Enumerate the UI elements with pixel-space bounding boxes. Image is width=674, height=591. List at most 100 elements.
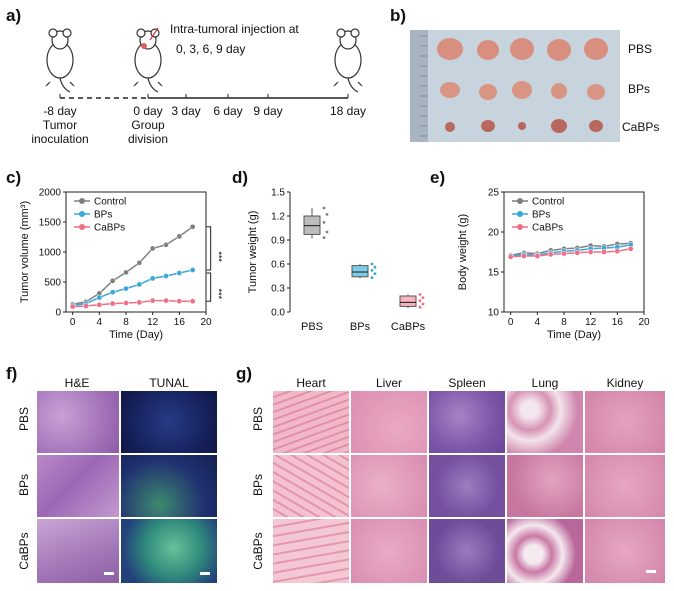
x-tick-label: 4 [97,317,103,328]
panel-e-label: e) [430,168,446,187]
liver-image-cabps [350,518,428,584]
liver-image-pbs [350,390,428,454]
data-point [370,269,374,272]
organ-column-header: Liver [375,376,402,390]
data-point [507,253,514,260]
x-tick-label: PBS [301,321,323,333]
data-point [547,251,554,258]
y-tick-label: 20 [488,228,500,239]
data-point [176,270,183,276]
data-point [627,245,634,252]
series-line [510,244,631,257]
panel-a-timeline [45,27,363,99]
data-point [561,250,567,257]
organ-row-label: BPs [251,474,265,497]
legend-swatch [517,211,523,217]
timeline-tick-label: 0 day [133,104,163,118]
data-point [601,249,607,255]
injection-note-line1: Intra-tumoral injection at [170,22,299,36]
he-image-pbs [36,390,120,454]
data-point [83,303,89,309]
y-tick-label: 0.6 [271,260,285,271]
x-tick-label: 16 [174,317,186,328]
data-point [96,294,103,301]
series-line [510,248,631,258]
data-point [614,248,621,255]
data-point [136,299,143,306]
significance-label: *** [214,289,224,300]
organ-row-label: PBS [251,407,265,432]
x-tick-label: 8 [561,317,567,328]
data-point [418,293,422,296]
y-tick-label: 0 [55,308,61,319]
mouse-icon [133,27,163,93]
data-point [163,297,169,304]
data-point [322,221,326,224]
x-axis-label: Time (Day) [547,329,601,341]
data-point [322,206,326,210]
y-tick-label: 1000 [39,248,62,259]
legend-label: Control [532,197,564,208]
data-point [421,302,425,306]
data-point [176,233,183,240]
data-point [325,230,329,234]
significance-bracket [206,226,212,271]
data-point [587,249,594,255]
x-tick-label: 12 [585,317,597,328]
heart-image-bps [272,454,350,518]
significance-bracket [206,272,212,302]
data-point [136,281,143,288]
data-point [370,262,374,266]
data-point [418,305,422,309]
data-point [373,272,377,275]
legend-swatch [79,198,85,204]
x-tick-label: 0 [508,317,514,328]
data-point [109,289,116,296]
histology-row-label: PBS [17,407,31,432]
panel-f-label: f) [6,364,18,383]
y-tick-label: 15 [488,268,500,279]
y-axis-label: Tumor volume (mm³) [19,201,31,303]
tumor-photo [410,30,620,142]
data-point [109,300,116,307]
scale-bar [646,570,656,573]
panel-c-label: c) [6,168,22,187]
data-point [149,275,156,282]
histology-row-label: BPs [17,474,31,497]
data-point [69,303,76,310]
panel-d-label: d) [232,168,249,187]
data-point [163,273,169,279]
panel-b-label: b) [390,6,407,25]
lung-image-bps [506,454,584,518]
data-point [370,276,374,279]
panel-a-label: a) [6,6,22,25]
legend-label: BPs [532,210,550,221]
data-point [136,259,143,266]
y-tick-label: 0.9 [271,236,285,247]
tumor-volume-chart: 0 4 8 12 16 20 0 500 1000 1500 2000 Time (Day) Tumor… [19,188,224,342]
organ-row-label: CaBPs [251,532,265,570]
he-image-bps [36,454,120,518]
photo-row-label: BPs [628,82,651,96]
timeline-tick-label: 3 day [171,104,201,118]
y-tick-label: 1500 [39,218,62,229]
box [399,295,417,307]
timeline-tick-label: 9 day [253,104,283,118]
legend-label: Control [94,197,126,208]
spleen-image-cabps [428,518,506,584]
timeline-tick-label: 18 day [329,104,367,118]
lung-image-pbs [506,390,584,454]
data-point [418,299,422,303]
plot-frame [65,191,207,313]
kidney-image-bps [584,454,666,518]
y-tick-label: 0.0 [271,308,285,319]
scale-bar [104,572,114,575]
data-point [373,265,377,269]
data-point [123,269,129,276]
scale-bar [200,572,210,575]
x-tick-label: 16 [612,317,624,328]
data-point [322,236,326,239]
x-tick-label: CaBPs [391,321,426,333]
x-tick-label: 12 [147,317,159,328]
y-tick-label: 2000 [39,188,62,199]
